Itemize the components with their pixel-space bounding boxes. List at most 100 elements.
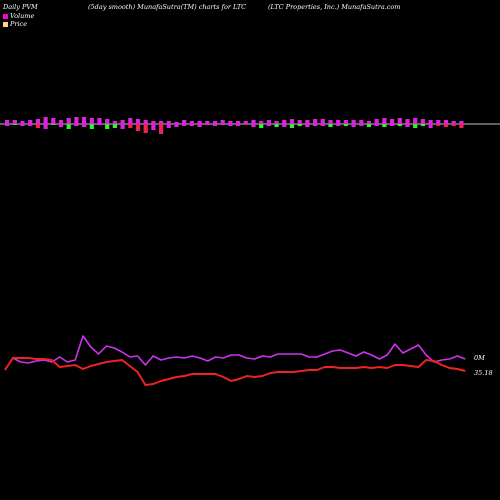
bar-down-17: [135, 124, 141, 131]
bar-down-14: [112, 124, 117, 128]
bar-up-24: [189, 121, 194, 124]
bar-up-0: [5, 120, 10, 124]
pvm-lines: [4, 335, 466, 386]
bar-up-17: [135, 119, 141, 124]
bar-down-46: [359, 124, 364, 126]
bar-up-22: [174, 122, 179, 124]
bar-up-1: [12, 120, 17, 124]
bar-up-3: [28, 120, 33, 124]
bar-down-50: [390, 124, 395, 126]
bar-up-6: [51, 118, 56, 124]
bar-down-20: [159, 124, 164, 134]
bar-up-19: [151, 121, 156, 124]
bar-up-53: [413, 118, 418, 124]
bar-down-22: [174, 124, 179, 127]
bar-up-15: [120, 120, 125, 124]
bar-down-8: [66, 124, 71, 129]
bar-down-53: [413, 124, 418, 128]
legend-price: Price: [3, 20, 27, 28]
bar-down-34: [266, 124, 271, 126]
bar-down-43: [336, 124, 341, 126]
bar-up-58: [451, 121, 456, 124]
legend-volume-label: Volume: [10, 12, 35, 20]
bar-down-2: [20, 124, 25, 126]
bar-up-33: [259, 121, 264, 124]
legend-volume: Volume: [3, 12, 34, 20]
bar-down-48: [374, 124, 379, 126]
bar-up-12: [97, 118, 102, 124]
bar-up-34: [266, 120, 271, 124]
bar-up-7: [58, 120, 64, 124]
bar-up-52: [405, 119, 410, 124]
bar-up-29: [228, 121, 233, 124]
bar-down-15: [120, 124, 125, 129]
bar-up-18: [143, 120, 148, 124]
bar-up-21: [166, 121, 171, 124]
bar-down-55: [428, 124, 433, 128]
legend-volume-swatch: [3, 13, 8, 19]
bar-down-40: [313, 124, 318, 126]
bar-up-43: [336, 120, 341, 124]
bar-down-29: [228, 124, 233, 126]
bar-down-4: [35, 124, 40, 128]
bar-up-44: [343, 120, 348, 124]
bar-up-10: [82, 117, 87, 124]
chart-header-left: Daily PVM: [3, 3, 38, 11]
bar-up-35: [274, 121, 279, 124]
bar-down-10: [82, 124, 87, 127]
bar-up-20: [159, 121, 164, 124]
bar-down-36: [282, 124, 287, 127]
bar-up-59: [459, 121, 464, 124]
bar-down-23: [182, 124, 187, 126]
bar-up-49: [382, 118, 387, 124]
bar-down-18: [143, 124, 148, 133]
bar-down-42: [328, 124, 333, 127]
bar-up-56: [436, 120, 441, 124]
bar-down-13: [105, 124, 110, 129]
bar-down-54: [420, 124, 425, 126]
pvm-bars: [0, 117, 500, 134]
bar-down-19: [151, 124, 156, 130]
bar-down-9: [74, 124, 79, 126]
bar-up-48: [374, 119, 379, 124]
bar-down-1: [12, 124, 17, 125]
bar-up-39: [305, 120, 310, 124]
bar-up-23: [182, 120, 187, 124]
bar-up-2: [20, 121, 25, 124]
bar-down-33: [259, 124, 264, 128]
bar-down-32: [251, 124, 256, 127]
bar-up-13: [105, 119, 110, 124]
volume-line: [4, 335, 466, 371]
bar-up-45: [351, 120, 356, 124]
bar-down-47: [366, 124, 372, 127]
bar-down-30: [236, 124, 241, 126]
bar-up-54: [420, 119, 425, 124]
bar-up-36: [282, 120, 287, 124]
bar-down-37: [289, 124, 295, 128]
bar-up-57: [443, 120, 449, 124]
bar-up-37: [289, 119, 295, 124]
bar-down-57: [443, 124, 449, 127]
bar-down-5: [43, 124, 48, 129]
bar-up-9: [74, 117, 79, 124]
bar-down-56: [436, 124, 441, 126]
bar-down-41: [320, 124, 325, 126]
bar-up-41: [320, 119, 325, 124]
bar-up-46: [359, 120, 364, 124]
bar-up-47: [366, 121, 372, 124]
bar-up-11: [89, 118, 94, 124]
bar-down-6: [51, 124, 56, 125]
bar-up-50: [390, 119, 395, 124]
price-end-label: 35.18: [474, 369, 493, 377]
bar-down-0: [5, 124, 10, 126]
bar-down-16: [128, 124, 133, 128]
bar-down-26: [205, 124, 210, 125]
bar-down-25: [197, 124, 202, 127]
bar-up-4: [35, 119, 40, 124]
bar-down-24: [189, 124, 194, 126]
bar-down-11: [89, 124, 94, 129]
bar-up-42: [328, 120, 333, 124]
bar-down-35: [274, 124, 279, 127]
